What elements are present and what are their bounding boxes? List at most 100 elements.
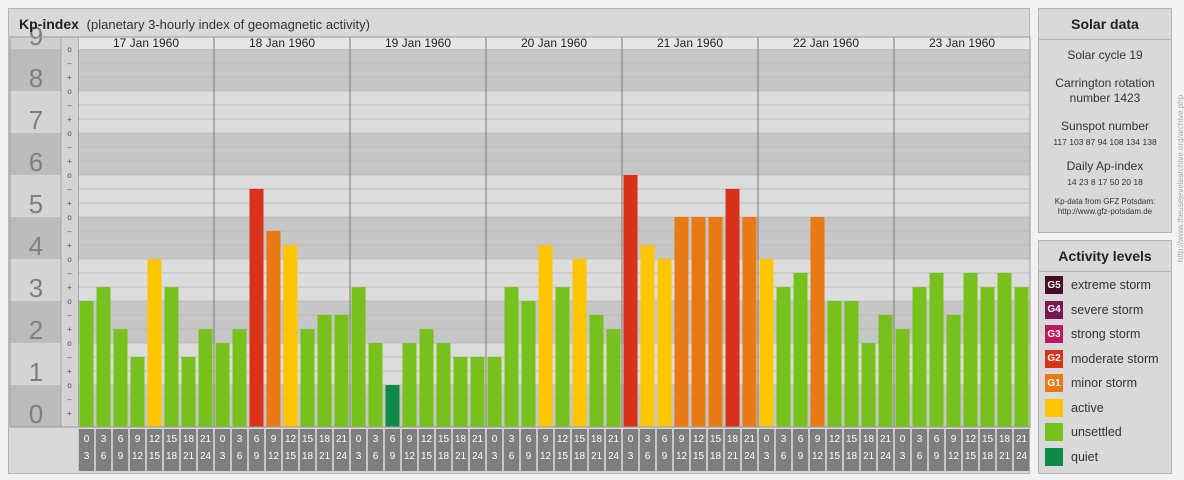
- sub-tick-mark: o: [67, 339, 72, 348]
- hour-label-end: 9: [526, 451, 532, 462]
- day-label: 21 Jan 1960: [657, 36, 723, 50]
- hour-label-start: 6: [526, 434, 532, 445]
- sub-tick-column: [61, 37, 78, 427]
- hour-cell: [163, 429, 180, 471]
- kp-bar: [759, 259, 774, 427]
- hour-label-start: 12: [693, 434, 705, 445]
- hour-label-start: 9: [951, 434, 957, 445]
- hour-label-end: 6: [645, 451, 651, 462]
- sub-tick-mark: o: [67, 45, 72, 54]
- kp-bar: [283, 245, 298, 427]
- hour-label-start: 3: [645, 434, 651, 445]
- hour-label-start: 3: [237, 434, 243, 445]
- kp-bar: [946, 314, 961, 427]
- sunspot-values: 117 103 87 94 108 134 138: [1053, 137, 1157, 147]
- source-link[interactable]: http://www.gfz-potsdam.de: [1057, 207, 1153, 216]
- sub-tick-mark: –: [67, 353, 72, 362]
- kp-bar: [215, 343, 230, 427]
- kp-bar: [538, 245, 553, 427]
- legend-swatch: [1045, 423, 1063, 441]
- sub-tick-mark: –: [67, 59, 72, 68]
- kp-bar: [249, 188, 264, 427]
- hour-label-start: 12: [557, 434, 569, 445]
- kp-bar: [640, 245, 655, 427]
- carrington-line2: number 1423: [1069, 91, 1141, 105]
- hour-label-start: 3: [101, 434, 107, 445]
- hour-label-start: 9: [543, 434, 549, 445]
- sub-tick-mark: –: [67, 143, 72, 152]
- ap-values: 14 23 8 17 50 20 18: [1067, 177, 1143, 187]
- legend-item: quiet: [1045, 447, 1098, 467]
- kp-bar: [266, 230, 281, 427]
- kp-bar: [198, 329, 213, 427]
- sub-tick-mark: +: [67, 199, 72, 208]
- hour-label-start: 6: [934, 434, 940, 445]
- legend-label: quiet: [1071, 449, 1099, 464]
- sub-tick-mark: +: [67, 73, 72, 82]
- kp-bar: [589, 314, 604, 427]
- hour-cell: [758, 429, 775, 471]
- hour-label-start: 6: [798, 434, 804, 445]
- hour-label-start: 21: [336, 434, 348, 445]
- hour-cell: [707, 429, 724, 471]
- hour-label-end: 24: [200, 451, 212, 462]
- hour-label-end: 24: [608, 451, 620, 462]
- hour-label-start: 9: [407, 434, 413, 445]
- legend-item: G5 extreme storm: [1045, 275, 1151, 295]
- day-label: 23 Jan 1960: [929, 36, 995, 50]
- kp-bar: [470, 356, 485, 427]
- hour-cell: [95, 429, 112, 471]
- hour-label-end: 3: [220, 451, 226, 462]
- kp-bar: [793, 272, 808, 427]
- hour-cell: [146, 429, 163, 471]
- sub-tick-mark: –: [67, 311, 72, 320]
- hour-cell: [690, 429, 707, 471]
- kp-bar: [402, 343, 417, 427]
- sub-tick-mark: –: [67, 395, 72, 404]
- hour-cell: [656, 429, 673, 471]
- hour-cell: [520, 429, 537, 471]
- hour-label-end: 6: [237, 451, 243, 462]
- ap-title: Daily Ap-index: [1066, 159, 1144, 173]
- sub-tick-mark: +: [67, 367, 72, 376]
- y-tick-label: 0: [29, 399, 43, 429]
- hour-label-start: 15: [302, 434, 314, 445]
- hour-label-end: 9: [934, 451, 940, 462]
- credit-text: http://www.theusejevelearchive.org/archi…: [1176, 94, 1184, 262]
- y-band: [10, 49, 61, 91]
- hour-label-end: 15: [149, 451, 161, 462]
- hour-label-end: 12: [948, 451, 960, 462]
- kp-bar: [980, 287, 995, 427]
- hour-label-end: 12: [676, 451, 688, 462]
- hour-label-end: 21: [727, 451, 739, 462]
- legend-swatch: [1045, 398, 1063, 417]
- legend-item: active: [1045, 398, 1104, 418]
- hour-label-start: 15: [710, 434, 722, 445]
- grid-band: [78, 301, 1030, 315]
- hour-cell: [894, 429, 911, 471]
- hour-label-end: 12: [132, 451, 144, 462]
- source-line1: Kp-data from GFZ Potsdam:: [1054, 197, 1156, 206]
- y-band: [10, 175, 61, 217]
- hour-label-end: 3: [492, 451, 498, 462]
- hour-label-start: 18: [319, 434, 331, 445]
- kp-bar: [164, 287, 179, 427]
- kp-bar: [844, 301, 859, 427]
- grid-band: [78, 49, 1030, 63]
- hour-label-start: 18: [863, 434, 875, 445]
- hour-label-end: 6: [101, 451, 107, 462]
- day-label: 20 Jan 1960: [521, 36, 587, 50]
- kp-bar: [232, 329, 247, 427]
- hour-cell: [809, 429, 826, 471]
- hour-label-end: 3: [764, 451, 770, 462]
- hour-cell: [775, 429, 792, 471]
- kp-bar: [742, 217, 757, 427]
- hour-cell: [605, 429, 622, 471]
- y-tick-label: 2: [29, 315, 43, 345]
- day-label: 18 Jan 1960: [249, 36, 315, 50]
- hour-label-end: 21: [319, 451, 331, 462]
- y-tick-label: 5: [29, 189, 43, 219]
- hour-cell: [350, 429, 367, 471]
- y-tick-label: 8: [29, 63, 43, 93]
- hour-label-start: 3: [917, 434, 923, 445]
